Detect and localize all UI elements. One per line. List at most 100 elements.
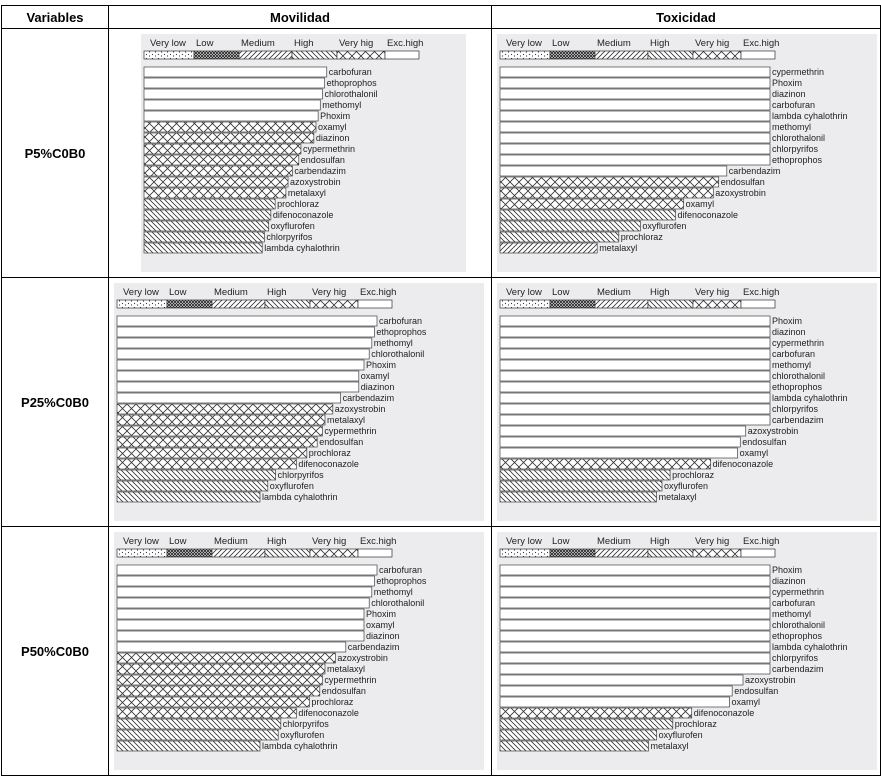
bar	[116, 608, 365, 620]
bar-label: methomyl	[772, 360, 811, 370]
legend-label: Very low	[506, 536, 542, 547]
bar	[143, 110, 319, 122]
bar	[116, 403, 334, 415]
bar-label: azoxystrobin	[715, 188, 766, 198]
bar-label: oxyflurofen	[271, 221, 315, 231]
bar	[499, 121, 771, 133]
bar-label: oxamyl	[686, 199, 715, 209]
bar	[116, 641, 347, 653]
bar-label: oxyflurofen	[642, 221, 686, 231]
bar-label: metalaxyl	[659, 492, 697, 502]
legend-swatch	[549, 299, 596, 309]
bar	[499, 414, 771, 426]
legend-label: Medium	[214, 536, 248, 547]
legend-swatch	[143, 50, 195, 60]
bar	[143, 66, 328, 78]
bar	[499, 740, 649, 752]
bar	[499, 729, 657, 741]
bar	[499, 674, 744, 686]
bar	[116, 447, 308, 459]
bar	[116, 436, 318, 448]
bar	[116, 315, 378, 327]
bar-label: endosulfan	[742, 437, 786, 447]
legend-label: Low	[552, 536, 570, 547]
legend-swatch	[291, 50, 338, 60]
bar-label: prochloraz	[672, 470, 715, 480]
bar	[499, 348, 771, 360]
chart-p25-toxicidad: Very low Low Medium High Very hig Exc.high Pho…	[497, 283, 877, 521]
legend-swatch	[499, 299, 551, 309]
bar-label: oxamyl	[366, 620, 395, 630]
bar-label: prochloraz	[675, 719, 718, 729]
bar-label: difenoconazole	[713, 459, 774, 469]
legend-label: High	[650, 38, 670, 49]
legend-swatch	[647, 50, 694, 60]
bar	[499, 88, 771, 100]
bar	[499, 231, 620, 243]
bar	[499, 99, 771, 111]
bar-label: Phoxim	[772, 565, 802, 575]
bar-label: metalaxyl	[599, 243, 637, 253]
bar	[143, 165, 293, 177]
chart-cell-p50-movilidad: Very low Low Medium High Very hig Exc.high car…	[108, 526, 492, 776]
bar-label: carbendazim	[772, 664, 824, 674]
bar	[116, 718, 282, 730]
bar-label: Phoxim	[366, 360, 396, 370]
bar-label: methomyl	[374, 338, 413, 348]
bar-label: carbendazim	[294, 166, 346, 176]
legend-label: High	[650, 536, 670, 547]
bar	[499, 491, 657, 503]
bar	[499, 403, 771, 415]
bar-label: endosulfan	[322, 686, 366, 696]
bar-label: azoxystrobin	[337, 653, 388, 663]
bar-label: azoxystrobin	[748, 426, 799, 436]
bar-label: ethoprophos	[772, 631, 823, 641]
legend-label: Very low	[123, 536, 159, 547]
bar-label: Phoxim	[772, 316, 802, 326]
bar	[143, 176, 289, 188]
bar	[116, 337, 373, 349]
bar	[116, 729, 279, 741]
legend-swatch	[692, 548, 742, 558]
bar	[499, 630, 771, 642]
legend-swatch	[211, 548, 266, 558]
bar-label: diazinon	[772, 576, 806, 586]
bar	[143, 121, 317, 133]
bar	[499, 447, 738, 459]
bar	[143, 242, 263, 254]
legend-label: Very low	[506, 287, 542, 298]
bar-label: endosulfan	[319, 437, 363, 447]
legend-swatch	[740, 50, 776, 60]
legend-label: Very low	[123, 287, 159, 298]
bar-label: prochloraz	[621, 232, 664, 242]
bar-label: oxamyl	[732, 697, 761, 707]
chart-p5-movilidad: Very low Low Medium High Very hig Exc.high car…	[141, 34, 466, 272]
legend-swatch	[357, 299, 393, 309]
bar	[499, 469, 671, 481]
bar-label: metalaxyl	[288, 188, 326, 198]
bar-label: chlorothalonil	[772, 133, 825, 143]
chart-cell-p5-movilidad: Very low Low Medium High Very hig Exc.high car…	[108, 28, 492, 278]
bar	[499, 242, 598, 254]
legend-label: Very hig	[695, 536, 729, 547]
legend-swatch	[264, 299, 311, 309]
bar	[116, 491, 261, 503]
bar	[499, 209, 676, 221]
legend-label: Very hig	[695, 287, 729, 298]
bar	[116, 597, 370, 609]
bar	[116, 707, 297, 719]
bar-label: prochloraz	[311, 697, 354, 707]
bar-label: oxyflurofen	[664, 481, 708, 491]
bar	[499, 608, 771, 620]
legend-label: Medium	[241, 38, 275, 49]
bar-label: ethoprophos	[376, 576, 427, 586]
bar	[499, 663, 771, 675]
bar	[116, 630, 365, 642]
bar	[143, 154, 300, 166]
bar-label: carbendazim	[348, 642, 400, 652]
chart-p50-toxicidad: Very low Low Medium High Very hig Exc.high Pho…	[497, 532, 877, 770]
bar-label: prochloraz	[277, 199, 320, 209]
legend-swatch	[116, 548, 168, 558]
legend-swatch	[647, 548, 694, 558]
bar	[116, 370, 360, 382]
